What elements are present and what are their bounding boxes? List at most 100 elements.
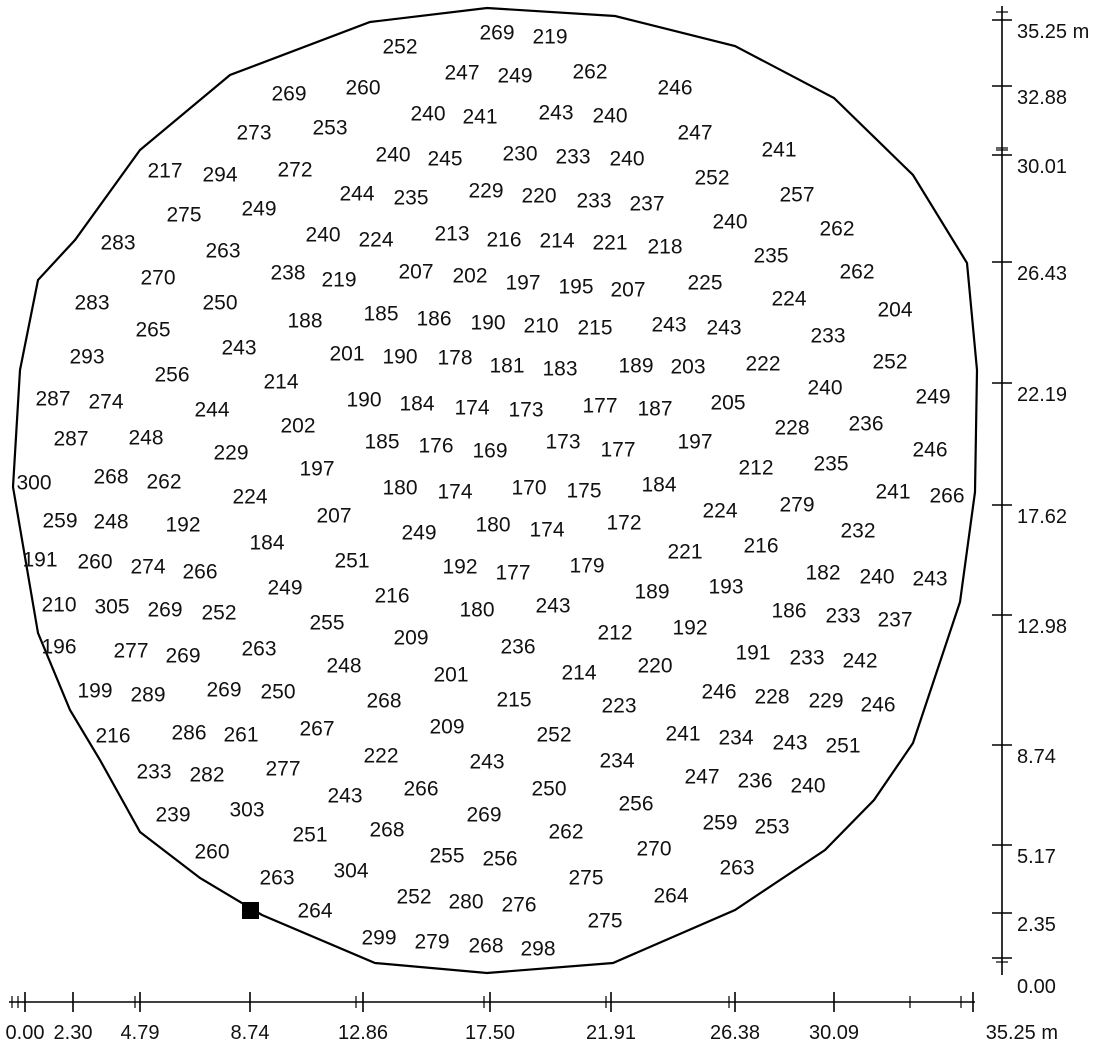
point-value-label: 273: [236, 122, 271, 145]
point-value-label: 244: [339, 183, 374, 206]
x-tick-label: 17.50: [465, 1022, 515, 1044]
point-value-label: 259: [702, 812, 737, 835]
point-value-label: 215: [496, 689, 531, 712]
point-value-label: 236: [848, 413, 883, 436]
point-value-label: 249: [267, 577, 302, 600]
point-value-label: 169: [472, 440, 507, 463]
point-value-label: 233: [825, 605, 860, 628]
point-value-label: 232: [840, 520, 875, 543]
point-value-label: 266: [929, 485, 964, 508]
point-value-label: 216: [374, 585, 409, 608]
point-value-label: 241: [761, 139, 796, 162]
point-value-label: 299: [361, 927, 396, 950]
point-value-label: 170: [511, 477, 546, 500]
point-value-label: 210: [523, 315, 558, 338]
point-value-label: 252: [872, 351, 907, 374]
point-value-label: 224: [232, 486, 267, 509]
point-value-label: 180: [475, 514, 510, 537]
point-value-label: 260: [77, 551, 112, 574]
point-value-label: 223: [601, 695, 636, 718]
point-value-label: 177: [600, 439, 635, 462]
point-value-label: 261: [223, 724, 258, 747]
point-value-label: 187: [637, 398, 672, 421]
point-value-label: 237: [629, 193, 664, 216]
point-value-label: 191: [22, 549, 57, 572]
point-value-label: 173: [545, 431, 580, 454]
point-value-label: 218: [647, 236, 682, 259]
point-value-label: 184: [399, 393, 434, 416]
point-value-label: 304: [333, 860, 368, 883]
point-value-label: 263: [719, 857, 754, 880]
point-value-label: 275: [587, 910, 622, 933]
point-value-label: 207: [398, 261, 433, 284]
point-value-label: 236: [737, 770, 772, 793]
y-axis-ticks: 0.00 2.35 5.17 8.74 12.98 17.62 22.19 26.43 30.0…: [992, 11, 1089, 998]
point-value-label: 228: [774, 417, 809, 440]
point-value-label: 202: [452, 265, 487, 288]
x-tick-label: 4.79: [121, 1022, 160, 1044]
point-value-label: 266: [182, 561, 217, 584]
point-value-label: 243: [651, 314, 686, 337]
point-value-label: 260: [194, 841, 229, 864]
point-value-label: 183: [542, 358, 577, 381]
point-value-label: 243: [772, 732, 807, 755]
point-value-label: 241: [665, 723, 700, 746]
point-value-label: 303: [229, 799, 264, 822]
point-value-label: 186: [771, 600, 806, 623]
point-value-label: 243: [221, 337, 256, 360]
point-value-label: 209: [393, 627, 428, 650]
point-value-label: 174: [437, 481, 472, 504]
point-value-label: 228: [754, 686, 789, 709]
point-value-label: 204: [877, 299, 912, 322]
point-value-label: 216: [95, 725, 130, 748]
point-value-label: 185: [363, 303, 398, 326]
point-value-label: 192: [165, 514, 200, 537]
point-value-label: 248: [128, 427, 163, 450]
point-value-label: 213: [434, 223, 469, 246]
point-value-label: 184: [641, 474, 676, 497]
point-value-label: 251: [825, 735, 860, 758]
point-value-label: 197: [505, 272, 540, 295]
point-value-label: 173: [508, 399, 543, 422]
point-value-label: 176: [418, 435, 453, 458]
point-value-label: 202: [280, 415, 315, 438]
point-value-label: 237: [877, 609, 912, 632]
point-value-label: 215: [577, 317, 612, 340]
point-value-label: 188: [287, 310, 322, 333]
point-value-label: 229: [213, 442, 248, 465]
x-tick-label: 12.86: [338, 1022, 388, 1044]
point-value-label: 216: [743, 535, 778, 558]
y-axis: 0.00 2.35 5.17 8.74 12.98 17.62 22.19 26.43 30.0…: [992, 6, 1089, 998]
point-value-label: 268: [468, 935, 503, 958]
point-value-label: 242: [842, 650, 877, 673]
point-value-label: 287: [35, 388, 70, 411]
point-value-label: 234: [718, 727, 753, 750]
point-value-label: 179: [569, 555, 604, 578]
point-value-label: 233: [576, 190, 611, 213]
point-value-label: 221: [667, 541, 702, 564]
point-value-label: 240: [859, 566, 894, 589]
point-value-label: 229: [468, 180, 503, 203]
point-value-label: 193: [708, 576, 743, 599]
point-value-label: 262: [819, 218, 854, 241]
point-value-label: 252: [382, 36, 417, 59]
point-value-label: 214: [263, 371, 298, 394]
point-value-label: 248: [326, 655, 361, 678]
point-value-label: 252: [396, 886, 431, 909]
point-value-label: 249: [497, 65, 532, 88]
x-axis: 0.00 2.30 4.79 8.74 12.86 17.50 21.91 26.38 30.0…: [6, 992, 1058, 1044]
point-value-label: 263: [241, 638, 276, 661]
point-value-label: 251: [292, 824, 327, 847]
point-value-label: 250: [531, 778, 566, 801]
point-value-label: 262: [839, 261, 874, 284]
y-tick-label: 35.25 m: [1017, 21, 1089, 43]
point-value-label: 192: [672, 617, 707, 640]
point-value-label: 220: [521, 185, 556, 208]
point-value-label: 283: [100, 232, 135, 255]
point-value-label: 199: [77, 680, 112, 703]
y-tick-label: 32.88: [1017, 87, 1067, 109]
point-value-label: 210: [41, 594, 76, 617]
point-value-label: 243: [912, 568, 947, 591]
point-value-label: 189: [618, 355, 653, 378]
point-value-label: 270: [140, 267, 175, 290]
